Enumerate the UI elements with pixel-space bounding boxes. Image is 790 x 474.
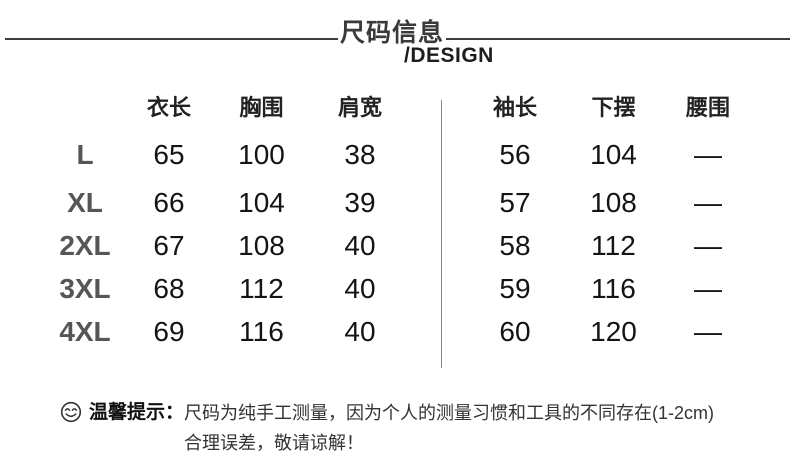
size-label-row-0: L (76, 138, 94, 170)
table-cell: 66 (153, 186, 185, 218)
table-cell: — (694, 315, 722, 347)
table-cell: — (694, 272, 722, 304)
table-cell: 67 (153, 229, 185, 261)
page-subtitle: /DESIGN (404, 44, 494, 67)
table-column-divider (441, 100, 442, 368)
table-cell: 112 (591, 229, 636, 261)
table-cell: 69 (153, 315, 185, 347)
table-cell: 108 (590, 186, 637, 218)
title-rule-left (5, 38, 338, 40)
size-label-row-1: XL (67, 186, 103, 218)
tip-note: 温馨提示： 尺码为纯手工测量，因为个人的测量习惯和工具的不同存在(1-2cm) … (60, 398, 760, 458)
column-header-2: 胸围 (239, 95, 284, 120)
table-cell: 59 (499, 272, 531, 304)
column-header-4: 袖长 (492, 95, 537, 120)
smiley-icon (60, 401, 82, 428)
size-label-row-3: 3XL (59, 272, 111, 304)
tip-label: 温馨提示： (89, 402, 185, 423)
tip-text: 尺码为纯手工测量，因为个人的测量习惯和工具的不同存在(1-2cm) 合理误差，敬… (184, 398, 714, 458)
table-cell: 60 (499, 315, 531, 347)
column-header-3: 肩宽 (337, 95, 382, 120)
title-rule-right (446, 38, 790, 40)
table-cell: 104 (590, 138, 637, 170)
table-cell: — (694, 138, 722, 170)
table-cell: 116 (239, 315, 284, 347)
column-header-empty (0, 84, 125, 128)
column-header-1: 衣长 (146, 95, 191, 120)
page-title: 尺码信息 (339, 19, 444, 47)
size-table: 衣长 胸围 肩宽 袖长 下摆 腰围 L 65 100 38 56 104 — XL 66 104 39 57 108… (0, 84, 790, 353)
table-cell: 56 (499, 138, 531, 170)
tip-line-1: 尺码为纯手工测量，因为个人的测量习惯和工具的不同存在(1-2cm) (184, 403, 715, 423)
table-cell: 39 (344, 186, 376, 218)
table-cell: 112 (239, 272, 284, 304)
table-cell: 68 (153, 272, 185, 304)
table-cell: 38 (344, 138, 376, 170)
size-label-row-4: 4XL (59, 315, 111, 347)
table-cell: 65 (153, 138, 185, 170)
tip-line-2: 合理误差，敬请谅解！ (184, 433, 365, 453)
table-cell: 104 (238, 186, 285, 218)
size-label-row-2: 2XL (59, 229, 111, 261)
table-cell: 100 (238, 138, 285, 170)
table-cell: 108 (238, 229, 285, 261)
column-header-5: 下摆 (591, 95, 636, 120)
table-cell: — (694, 186, 722, 218)
table-cell: 116 (591, 272, 636, 304)
table-cell: 40 (344, 315, 376, 347)
table-cell: — (694, 229, 722, 261)
column-header-6: 腰围 (685, 95, 730, 120)
table-cell: 57 (499, 186, 531, 218)
table-cell: 58 (499, 229, 531, 261)
table-cell: 40 (344, 229, 376, 261)
table-cell: 40 (344, 272, 376, 304)
table-cell: 120 (590, 315, 637, 347)
